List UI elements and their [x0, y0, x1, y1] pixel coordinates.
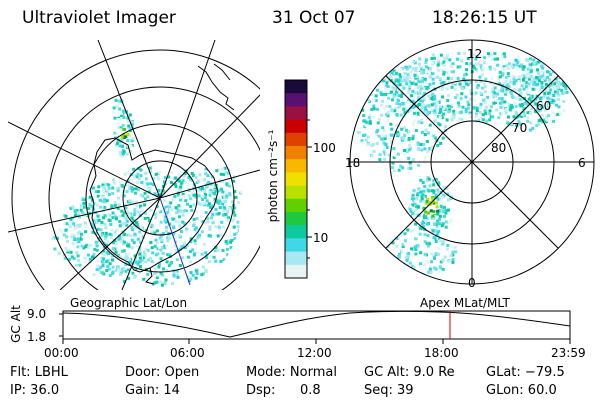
colorbar-cell — [285, 238, 307, 253]
colorbar-tick-10: 10 — [313, 231, 329, 245]
colorbar-cell — [285, 251, 307, 266]
magnetic-map — [349, 39, 595, 285]
altitude-curve — [62, 310, 571, 338]
left-map-caption: Geographic Lat/Lon — [70, 296, 188, 310]
right-map-caption: Apex MLat/MLT — [420, 296, 510, 310]
colorbar-cell — [285, 212, 307, 226]
left-aurora-layer — [51, 98, 243, 287]
colorbar — [284, 79, 312, 279]
date-label: 31 Oct 07 — [272, 8, 356, 28]
altitude-ytick-high: 9.0 — [27, 307, 47, 321]
status-dsp-label: Dsp: — [246, 383, 276, 398]
time-label: 18:26:15 UT — [432, 8, 537, 28]
time-tick-1200: 12:00 — [297, 346, 332, 360]
colorbar-cell — [285, 172, 307, 187]
left-graticule — [8, 40, 260, 290]
status-sequence: Seq: 39 — [364, 383, 414, 398]
colorbar-tick-100: 100 — [313, 141, 336, 155]
status-ip: IP: 36.0 — [10, 383, 60, 398]
status-glon: GLon: 60.0 — [486, 383, 557, 398]
altitude-ytick-low: 1.8 — [27, 330, 47, 344]
time-tick-2359: 23:59 — [551, 346, 586, 360]
status-filter: Flt: LBHL — [10, 365, 68, 380]
mlat-label-70: 70 — [512, 121, 528, 135]
mlt-label-18: 18 — [345, 156, 361, 170]
colorbar-cell — [285, 132, 307, 147]
mlat-label-60: 60 — [536, 99, 552, 113]
status-glat: GLat: −79.5 — [486, 365, 565, 380]
geographic-map — [8, 40, 260, 290]
time-tick-0600: 06:00 — [170, 346, 205, 360]
colorbar-cell — [285, 185, 307, 200]
altitude-axis-label: GC Alt — [9, 305, 23, 343]
colorbar-unit-label: photon cm⁻²s⁻¹ — [266, 129, 280, 223]
time-tick-1800: 18:00 — [424, 346, 459, 360]
colorbar-cell — [285, 225, 307, 239]
status-gc-altitude: GC Alt: 9.0 Re — [364, 365, 455, 380]
right-graticule — [349, 39, 595, 285]
status-mode: Mode: Normal — [246, 365, 337, 380]
colorbar-cell — [285, 80, 307, 94]
colorbar-cell — [285, 198, 307, 213]
colorbar-cell — [285, 159, 307, 173]
mlt-label-12: 12 — [467, 47, 483, 61]
colorbar-cell — [285, 119, 307, 134]
time-tick-0000: 00:00 — [44, 346, 79, 360]
mlt-label-0: 0 — [468, 276, 476, 290]
colorbar-cell — [285, 146, 307, 160]
coastlines — [89, 63, 235, 285]
terminator-line — [159, 197, 191, 286]
mlt-label-6: 6 — [578, 156, 586, 170]
colorbar-cell — [285, 264, 307, 279]
altitude-plot — [59, 310, 571, 344]
status-dsp-value: 0.8 — [300, 383, 321, 398]
status-gain: Gain: 14 — [125, 383, 180, 398]
status-door: Door: Open — [125, 365, 200, 380]
instrument-title: Ultraviolet Imager — [22, 8, 176, 28]
right-aurora-layer — [356, 50, 569, 278]
colorbar-cell — [285, 106, 307, 121]
mlat-label-80: 80 — [491, 141, 507, 155]
colorbar-cell — [285, 93, 307, 107]
